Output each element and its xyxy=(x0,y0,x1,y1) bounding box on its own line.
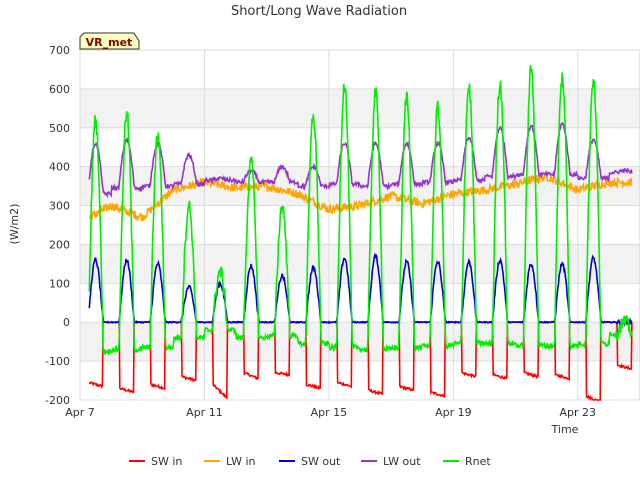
y-tick-label: 600 xyxy=(49,83,70,96)
background-band xyxy=(80,88,640,128)
legend: SW in LW in SW out LW out Rnet xyxy=(129,455,491,468)
legend-label: SW in xyxy=(151,455,182,468)
x-tick-label: Apr 19 xyxy=(435,406,472,419)
legend-label: LW in xyxy=(226,455,256,468)
y-tick-label: 0 xyxy=(63,316,70,329)
x-axis-ticks: Apr 7 Apr 11 Apr 15 Apr 19 Apr 23 xyxy=(65,406,596,419)
background-band xyxy=(80,244,640,284)
series-line-lw-out xyxy=(88,121,633,199)
grid-lines xyxy=(79,49,640,401)
legend-label: Rnet xyxy=(465,455,491,468)
y-tick-label: -100 xyxy=(45,355,70,368)
x-tick-label: Apr 11 xyxy=(186,406,223,419)
site-badge: VR_met xyxy=(79,32,140,50)
y-axis-label: (W/m2) xyxy=(8,204,21,245)
series-line-sw-out xyxy=(88,252,633,328)
x-axis-label: Time xyxy=(551,423,579,436)
y-tick-label: 400 xyxy=(49,161,70,174)
x-tick-label: Apr 7 xyxy=(65,406,95,419)
background-band xyxy=(80,322,640,362)
site-badge-label: VR_met xyxy=(86,36,133,49)
y-tick-label: 300 xyxy=(49,200,70,213)
y-tick-label: 500 xyxy=(49,122,70,135)
y-tick-label: -200 xyxy=(45,394,70,407)
x-tick-label: Apr 23 xyxy=(560,406,597,419)
y-axis-ticks: -200 -100 0 100 200 300 400 500 600 700 xyxy=(45,44,70,407)
chart-title: Short/Long Wave Radiation xyxy=(231,4,407,19)
legend-label: SW out xyxy=(301,455,341,468)
series-line-rnet xyxy=(88,65,633,356)
series-layer xyxy=(88,65,633,402)
y-tick-label: 200 xyxy=(49,238,70,251)
plot-background-bands xyxy=(80,88,640,362)
legend-label: LW out xyxy=(383,455,421,468)
x-tick-label: Apr 15 xyxy=(311,406,348,419)
y-tick-label: 100 xyxy=(49,277,70,290)
y-tick-label: 700 xyxy=(49,44,70,57)
